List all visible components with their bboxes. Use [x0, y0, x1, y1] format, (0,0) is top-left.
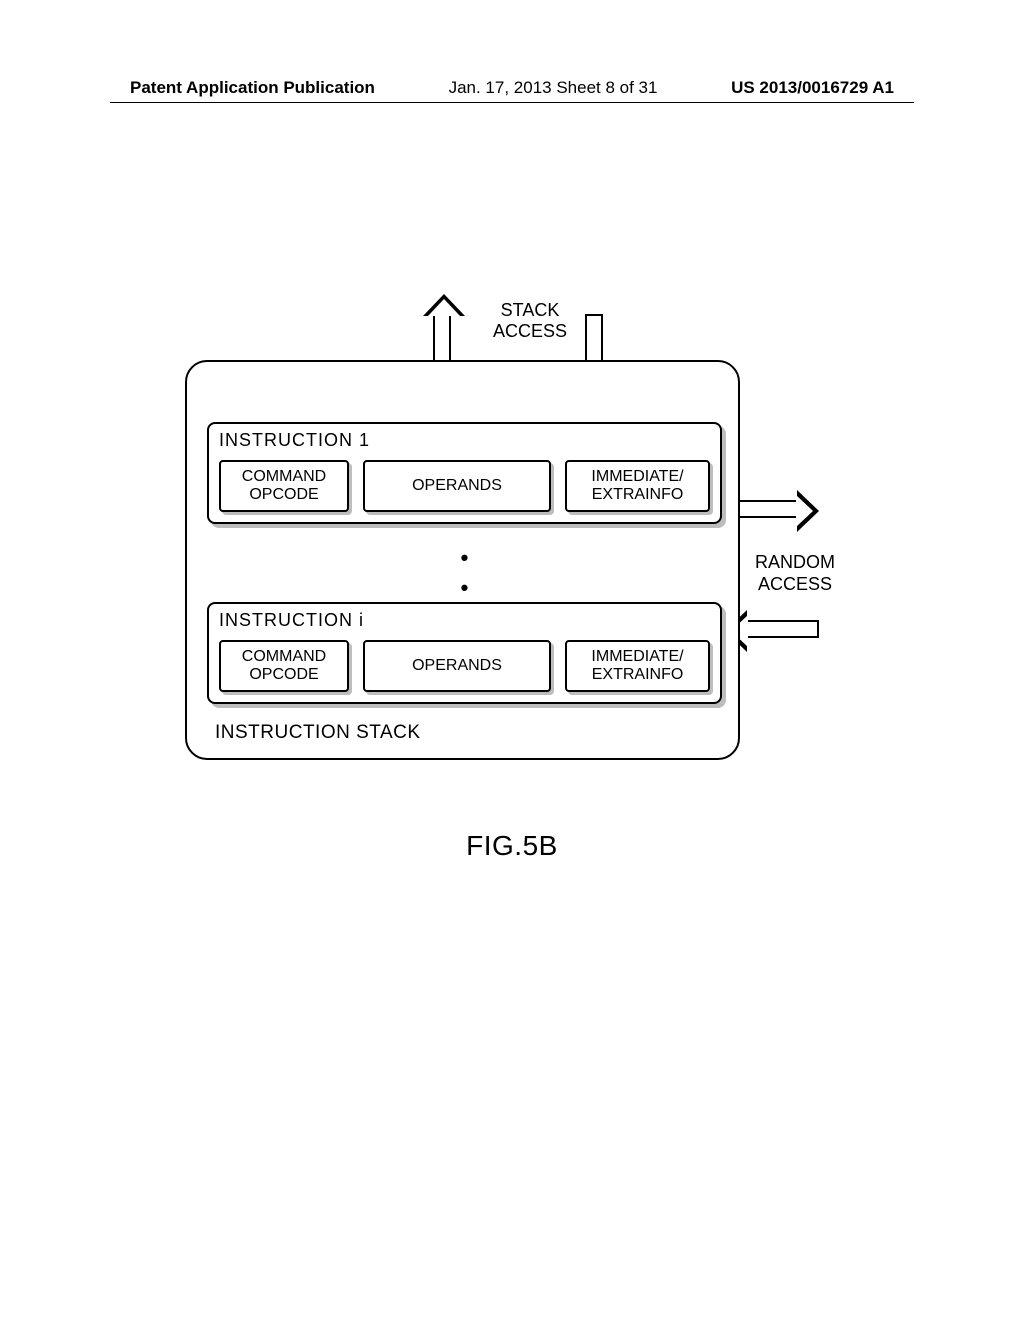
instruction-i-operands: OPERANDS [363, 640, 551, 692]
instruction-stack-container: INSTRUCTION 1 COMMANDOPCODE OPERANDS IMM… [185, 360, 740, 760]
random-access-in-arrow-icon [747, 620, 819, 638]
diagram: STACKACCESS RANDOMACCESS INSTRUCTION 1 C… [185, 300, 845, 800]
header-left: Patent Application Publication [130, 78, 375, 98]
instruction-i: INSTRUCTION i COMMANDOPCODE OPERANDS IMM… [207, 602, 722, 704]
ellipsis-dot-1: • [187, 547, 742, 569]
header-mid: Jan. 17, 2013 Sheet 8 of 31 [449, 78, 658, 98]
instruction-1-title: INSTRUCTION 1 [219, 430, 370, 451]
instruction-i-immediate: IMMEDIATE/EXTRAINFO [565, 640, 710, 692]
figure-caption: FIG.5B [0, 830, 1024, 862]
stack-access-label: STACKACCESS [470, 300, 590, 341]
header-right: US 2013/0016729 A1 [731, 78, 894, 98]
instruction-1: INSTRUCTION 1 COMMANDOPCODE OPERANDS IMM… [207, 422, 722, 524]
instruction-1-opcode: COMMANDOPCODE [219, 460, 349, 512]
random-access-label: RANDOMACCESS [745, 552, 845, 595]
instruction-1-operands: OPERANDS [363, 460, 551, 512]
instruction-1-immediate: IMMEDIATE/EXTRAINFO [565, 460, 710, 512]
ellipsis-dot-2: • [187, 577, 742, 599]
instruction-stack-label: INSTRUCTION STACK [215, 722, 421, 744]
instruction-i-title: INSTRUCTION i [219, 610, 364, 631]
page-header: Patent Application Publication Jan. 17, … [0, 78, 1024, 98]
header-rule [110, 102, 914, 103]
instruction-i-opcode: COMMANDOPCODE [219, 640, 349, 692]
